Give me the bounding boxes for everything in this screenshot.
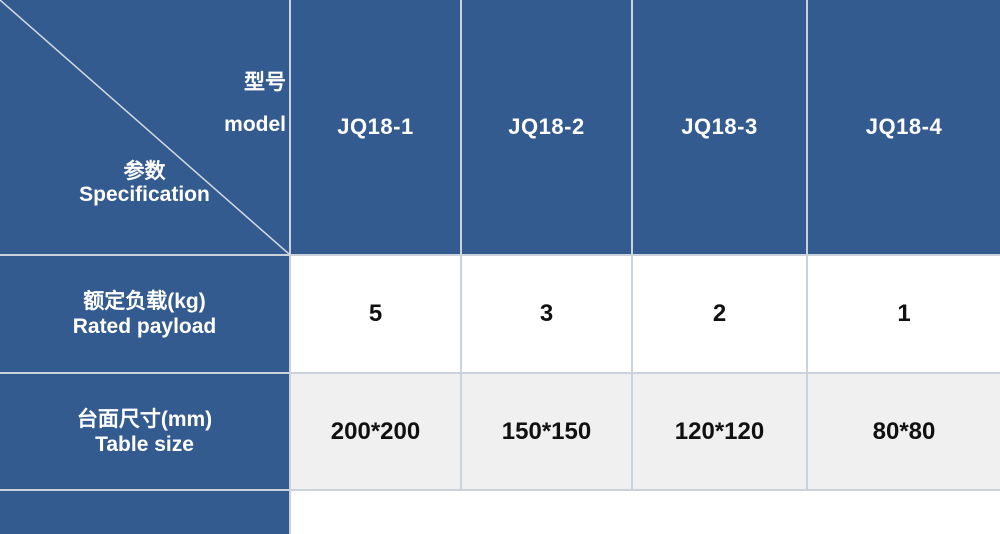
column-header-jq18-4: JQ18-4 — [808, 0, 1000, 256]
column-header-jq18-3: JQ18-3 — [633, 0, 808, 256]
row-label-en: Rated payload — [72, 315, 217, 338]
row-label-zh: 额定负载(kg) — [83, 290, 206, 313]
specification-label-en: Specification — [79, 183, 210, 206]
column-header-jq18-2: JQ18-2 — [462, 0, 633, 256]
value-cell: 120*120 — [633, 374, 808, 491]
model-label-zh: 型号 — [244, 71, 286, 94]
specification-label-zh: 参数 — [123, 160, 166, 183]
row-header-rated-payload: 额定负载(kg) Rated payload — [0, 256, 291, 374]
model-label-en: model — [224, 113, 286, 136]
value-cell: 3 — [462, 256, 633, 374]
column-header-jq18-1: JQ18-1 — [291, 0, 462, 256]
row-header-table-size: 台面尺寸(mm) Table size — [0, 374, 291, 491]
corner-header-cell: 型号 model 参数 Specification — [0, 0, 291, 256]
corner-top-labels: 型号 model — [224, 72, 286, 136]
value-cell: 200*200 — [291, 374, 462, 491]
value-cell: 2 — [633, 256, 808, 374]
diagonal-divider-line — [0, 0, 289, 254]
corner-bottom-labels: 参数 Specification — [0, 160, 289, 206]
row-header-partial — [0, 491, 291, 534]
partial-row-blank-area — [291, 491, 1000, 534]
value-cell: 150*150 — [462, 374, 633, 491]
value-cell: 1 — [808, 256, 1000, 374]
value-cell: 5 — [291, 256, 462, 374]
row-label-en: Table size — [95, 432, 194, 456]
row-label-zh: 台面尺寸(mm) — [76, 407, 213, 431]
value-cell: 80*80 — [808, 374, 1000, 491]
